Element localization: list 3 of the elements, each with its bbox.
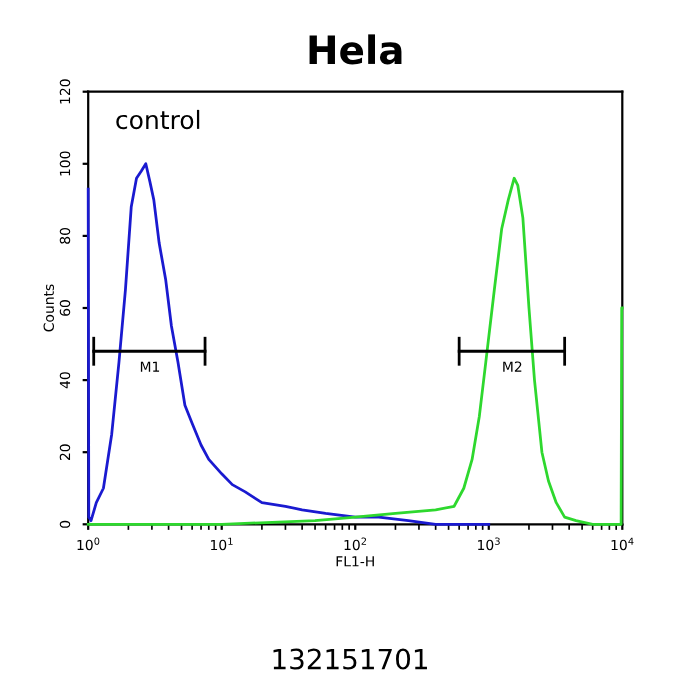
chart-title: Hela	[309, 34, 402, 65]
text: 132151701	[273, 648, 427, 670]
annotation: control	[116, 109, 200, 130]
